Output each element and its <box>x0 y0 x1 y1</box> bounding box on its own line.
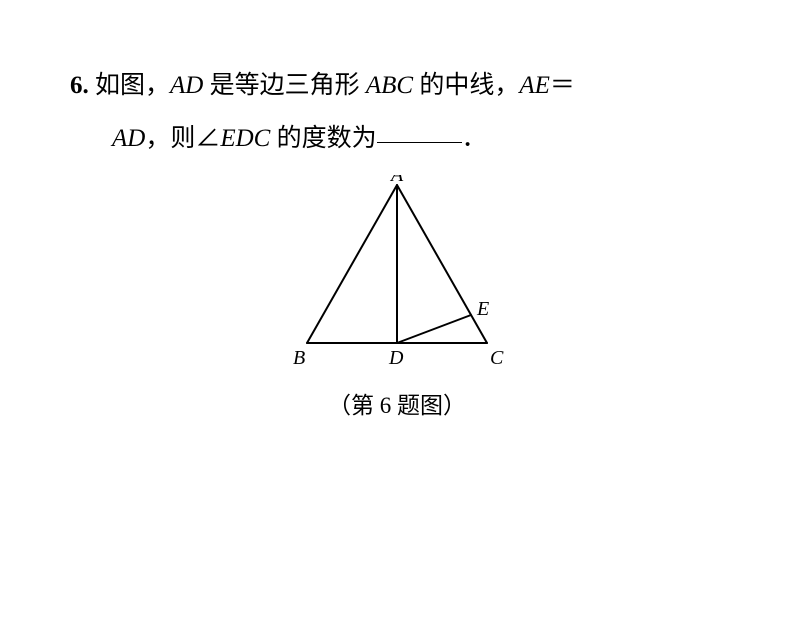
problem-text: 6. 如图，AD 是等边三角形 ABC 的中线，AE＝ AD，则∠EDC 的度数… <box>70 60 724 165</box>
problem-number: 6. <box>70 72 89 99</box>
var-AD: AD <box>170 72 203 99</box>
figure-container: A B C D E （第 6 题图） <box>70 175 724 420</box>
caption-open: （第 <box>328 393 380 418</box>
triangle-figure: A B C D E （第 6 题图） <box>277 175 517 420</box>
period: ． <box>462 125 487 152</box>
text-part: 的度数为 <box>270 125 376 152</box>
caption-close: 题图） <box>391 393 466 418</box>
svg-text:A: A <box>389 175 404 186</box>
text-part: ，则∠ <box>145 125 220 152</box>
text-part: 是等边三角形 <box>203 72 366 99</box>
eq-sign: ＝ <box>550 72 575 99</box>
line2-indent: AD，则∠EDC 的度数为 ． <box>70 125 487 152</box>
answer-blank <box>377 142 462 143</box>
caption-num: 6 <box>380 393 392 418</box>
var-AD2: AD <box>112 125 145 152</box>
svg-text:D: D <box>388 347 404 369</box>
svg-text:B: B <box>293 347 305 369</box>
text-part: 如图， <box>95 72 170 99</box>
var-EDC: EDC <box>220 125 270 152</box>
var-ABC: ABC <box>366 72 413 99</box>
text-part: 的中线， <box>413 72 519 99</box>
content-area: 6. 如图，AD 是等边三角形 ABC 的中线，AE＝ AD，则∠EDC 的度数… <box>0 0 794 420</box>
svg-text:E: E <box>476 298 489 320</box>
svg-text:C: C <box>490 347 504 369</box>
var-AE: AE <box>519 72 550 99</box>
triangle-svg: A B C D E <box>277 175 517 375</box>
figure-caption: （第 6 题图） <box>277 386 517 420</box>
